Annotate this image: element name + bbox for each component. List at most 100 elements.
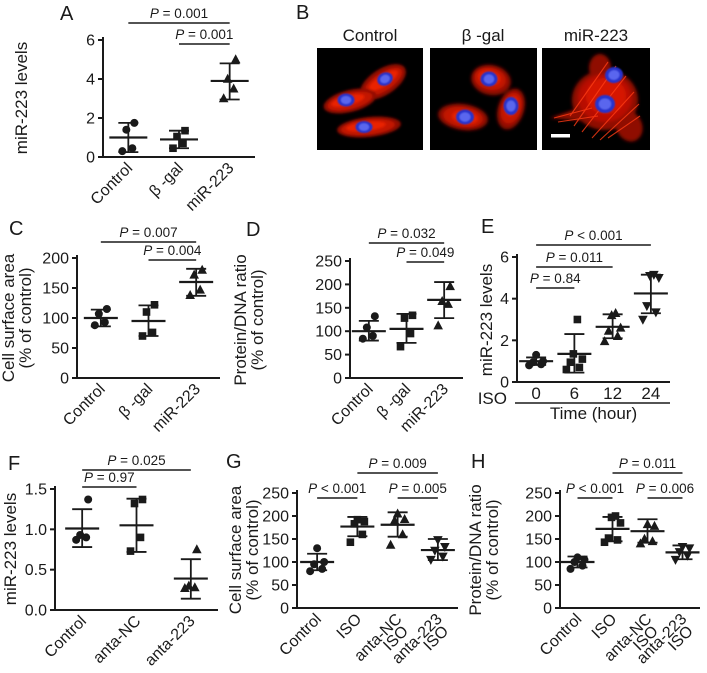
- svg-text:50: 50: [324, 347, 342, 364]
- panel-a-label: A: [60, 3, 74, 25]
- svg-text:ISO: ISO: [334, 611, 366, 643]
- svg-text:250: 250: [315, 254, 342, 271]
- svg-text:P = 0.025: P = 0.025: [107, 453, 165, 468]
- svg-text:(% of control): (% of control): [243, 499, 262, 600]
- svg-text:P = 0.001: P = 0.001: [175, 27, 233, 42]
- nuclei-group: [595, 66, 623, 113]
- svg-text:β -gal: β -gal: [146, 160, 187, 201]
- panel-f-label: F: [8, 453, 21, 475]
- svg-text:0: 0: [280, 601, 289, 618]
- svg-text:Control: Control: [537, 611, 585, 659]
- svg-text:150: 150: [262, 532, 289, 549]
- svg-text:6: 6: [86, 33, 95, 50]
- svg-text:2: 2: [500, 333, 509, 350]
- svg-text:50: 50: [271, 578, 289, 595]
- panel-b: Control β -gal miR-223: [290, 0, 707, 160]
- micrograph-title-beta-gal: β -gal: [461, 26, 505, 45]
- svg-text:100: 100: [315, 324, 342, 341]
- panel-f-chart: 0.0 0.5 1.0 1.5 miR-223 levels Control anta-NC…: [1, 453, 218, 669]
- svg-text:250: 250: [262, 486, 289, 503]
- panel-b-label: B: [296, 2, 310, 24]
- svg-text:0: 0: [86, 150, 95, 167]
- micrograph-control-image: [317, 48, 423, 150]
- svg-text:miR-223 levels: miR-223 levels: [12, 42, 31, 154]
- stress-fibers: [553, 61, 641, 141]
- svg-text:Cell surface area: Cell surface area: [226, 485, 245, 614]
- panel-c-label: C: [9, 218, 24, 240]
- svg-text:P = 0.032: P = 0.032: [377, 226, 435, 241]
- micrograph-title-control: Control: [342, 26, 398, 45]
- svg-text:P = 0.004: P = 0.004: [143, 243, 202, 258]
- svg-text:1.5: 1.5: [25, 482, 47, 499]
- svg-text:miR-223 levels: miR-223 levels: [477, 264, 496, 376]
- svg-text:50: 50: [51, 341, 69, 358]
- svg-text:4: 4: [500, 291, 509, 308]
- svg-text:0: 0: [531, 384, 540, 403]
- svg-text:50: 50: [534, 578, 552, 595]
- svg-text:P < 0.001: P < 0.001: [566, 481, 624, 496]
- svg-text:miR-223: miR-223: [183, 160, 238, 215]
- svg-text:(% of control): (% of control): [483, 499, 502, 600]
- svg-text:200: 200: [525, 509, 552, 526]
- svg-text:6: 6: [500, 250, 509, 267]
- svg-text:P = 0.049: P = 0.049: [396, 245, 454, 260]
- svg-text:12: 12: [603, 384, 622, 403]
- panel-h-label: H: [471, 451, 486, 473]
- svg-text:P = 0.005: P = 0.005: [389, 481, 447, 496]
- svg-text:Control: Control: [60, 381, 108, 429]
- svg-text:150: 150: [315, 300, 342, 317]
- svg-text:250: 250: [525, 486, 552, 503]
- panel-h-chart: 0 50 100 150 200 250 Protein/DNA ratio(% of co…: [466, 456, 700, 667]
- svg-text:0: 0: [500, 375, 509, 392]
- svg-text:150: 150: [42, 281, 69, 298]
- svg-text:P = 0.011: P = 0.011: [546, 250, 603, 265]
- svg-text:2: 2: [86, 111, 95, 128]
- svg-text:Cell surface area: Cell surface area: [0, 253, 18, 382]
- svg-text:Time (hour): Time (hour): [550, 404, 637, 423]
- panel-d-chart: 0 50 100 150 200 250 Protein/DNA ratio(% of co…: [231, 226, 463, 436]
- svg-text:P = 0.006: P = 0.006: [636, 481, 694, 496]
- svg-text:200: 200: [42, 251, 69, 268]
- svg-text:P = 0.009: P = 0.009: [369, 456, 427, 471]
- svg-text:anta-NC: anta-NC: [90, 613, 144, 667]
- nuclei-group: [337, 72, 393, 133]
- panel-g-chart: 0 50 100 150 200 250 Cell surface area(% of co…: [226, 456, 458, 667]
- svg-text:Control: Control: [88, 160, 136, 208]
- svg-text:miR-223: miR-223: [149, 381, 204, 436]
- panel-g-label: G: [226, 451, 242, 473]
- micrograph-title-mir-223: miR-223: [563, 26, 629, 45]
- panel-c-chart: 0 50 100 150 200 Cell surface area(% of contr…: [0, 225, 220, 436]
- svg-text:100: 100: [42, 311, 69, 328]
- svg-text:Control: Control: [328, 381, 376, 429]
- svg-text:24: 24: [641, 384, 660, 403]
- svg-text:0.5: 0.5: [25, 562, 47, 579]
- svg-text:1.0: 1.0: [25, 522, 47, 539]
- svg-text:P < 0.001: P < 0.001: [564, 228, 622, 243]
- svg-text:P = 0.97: P = 0.97: [84, 470, 135, 485]
- svg-text:0: 0: [60, 371, 69, 388]
- svg-text:Control: Control: [42, 613, 90, 661]
- svg-text:P = 0.007: P = 0.007: [119, 225, 177, 240]
- svg-text:(% of control): (% of control): [248, 269, 267, 370]
- micrograph-mir-223-image: [542, 48, 650, 150]
- panel-e-label: E: [481, 216, 495, 238]
- svg-text:P = 0.011: P = 0.011: [619, 456, 676, 471]
- svg-text:100: 100: [525, 555, 552, 572]
- scale-bar: [551, 134, 570, 138]
- svg-text:150: 150: [525, 532, 552, 549]
- svg-text:Protein/DNA ratio: Protein/DNA ratio: [231, 254, 250, 385]
- svg-text:β -gal: β -gal: [116, 381, 157, 422]
- svg-text:0.0: 0.0: [25, 603, 47, 620]
- svg-text:anta-223: anta-223: [142, 613, 199, 670]
- svg-text:ISO: ISO: [478, 389, 507, 408]
- svg-text:200: 200: [262, 509, 289, 526]
- svg-text:0: 0: [333, 371, 342, 388]
- nuclei-group: [456, 71, 519, 125]
- svg-text:miR-223 levels: miR-223 levels: [1, 493, 20, 605]
- svg-text:100: 100: [262, 555, 289, 572]
- svg-text:0: 0: [543, 601, 552, 618]
